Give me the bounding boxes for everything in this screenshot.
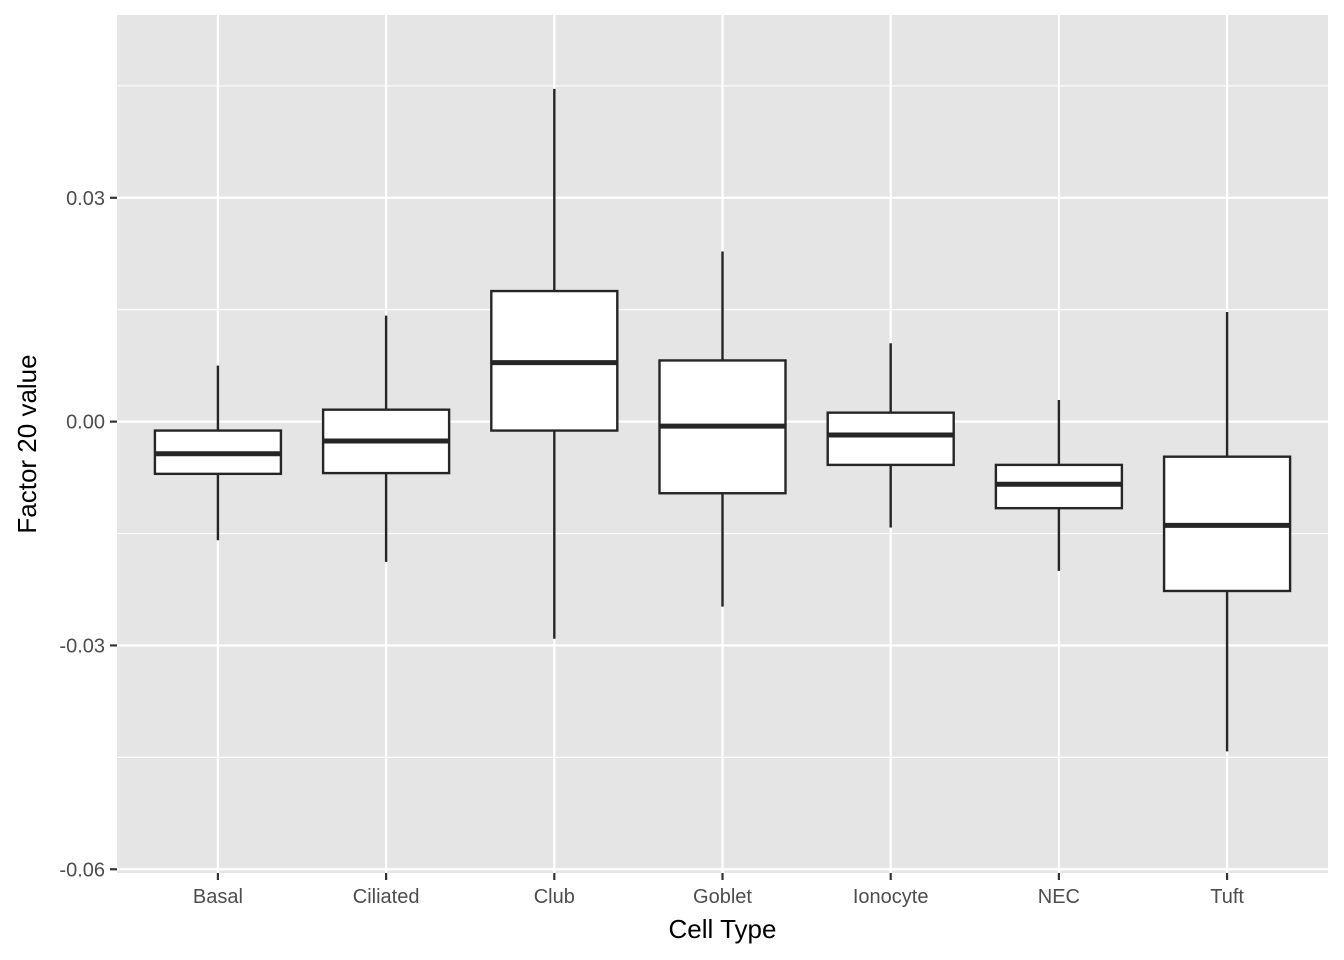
x-axis-title: Cell Type (669, 914, 777, 944)
y-tick-label: 0.03 (66, 188, 105, 210)
box-ciliated (321, 315, 451, 562)
y-axis: 0.03 0.00 -0.03 -0.06 (59, 188, 117, 881)
x-tick-label: Ionocyte (853, 886, 929, 908)
x-tick-label: Goblet (693, 886, 752, 908)
box-ionocyte (826, 343, 955, 528)
box-goblet (658, 251, 787, 607)
x-tick-label: Ciliated (353, 886, 420, 908)
y-axis-title: Factor 20 value (12, 354, 42, 533)
y-tick-label: -0.06 (59, 859, 105, 881)
y-tick-label: 0.00 (66, 412, 105, 434)
x-tick-label: Tuft (1210, 886, 1244, 908)
x-tick-label: Club (534, 886, 575, 908)
iqr-box (826, 411, 955, 467)
x-tick-label: Basal (193, 886, 243, 908)
box-series (153, 88, 1292, 752)
x-axis: Basal Ciliated Club Goblet Ionocyte NEC Tuft (193, 873, 1244, 908)
box-tuft (1162, 311, 1292, 752)
box-club (490, 88, 619, 639)
box-nec (994, 399, 1124, 571)
y-tick-label: -0.03 (59, 635, 105, 657)
x-tick-label: NEC (1038, 886, 1080, 908)
box-basal (153, 365, 283, 541)
